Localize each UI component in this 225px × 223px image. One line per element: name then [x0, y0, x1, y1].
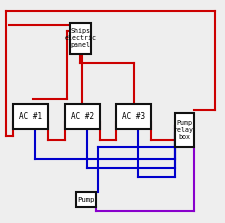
FancyBboxPatch shape	[70, 23, 90, 54]
Text: Pump: Pump	[77, 197, 94, 202]
Text: Ships
electric
panel: Ships electric panel	[64, 28, 96, 48]
FancyBboxPatch shape	[64, 104, 99, 129]
Text: AC #3: AC #3	[122, 112, 145, 121]
FancyBboxPatch shape	[13, 104, 48, 129]
FancyBboxPatch shape	[76, 192, 96, 207]
Text: Pump
relay
box: Pump relay box	[173, 120, 194, 140]
FancyBboxPatch shape	[174, 113, 193, 147]
Text: AC #2: AC #2	[70, 112, 93, 121]
FancyBboxPatch shape	[116, 104, 151, 129]
Text: AC #1: AC #1	[19, 112, 42, 121]
